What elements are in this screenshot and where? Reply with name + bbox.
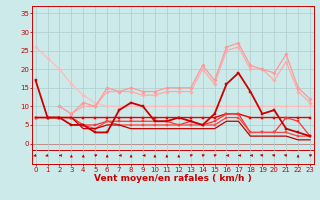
- X-axis label: Vent moyen/en rafales ( km/h ): Vent moyen/en rafales ( km/h ): [94, 174, 252, 183]
